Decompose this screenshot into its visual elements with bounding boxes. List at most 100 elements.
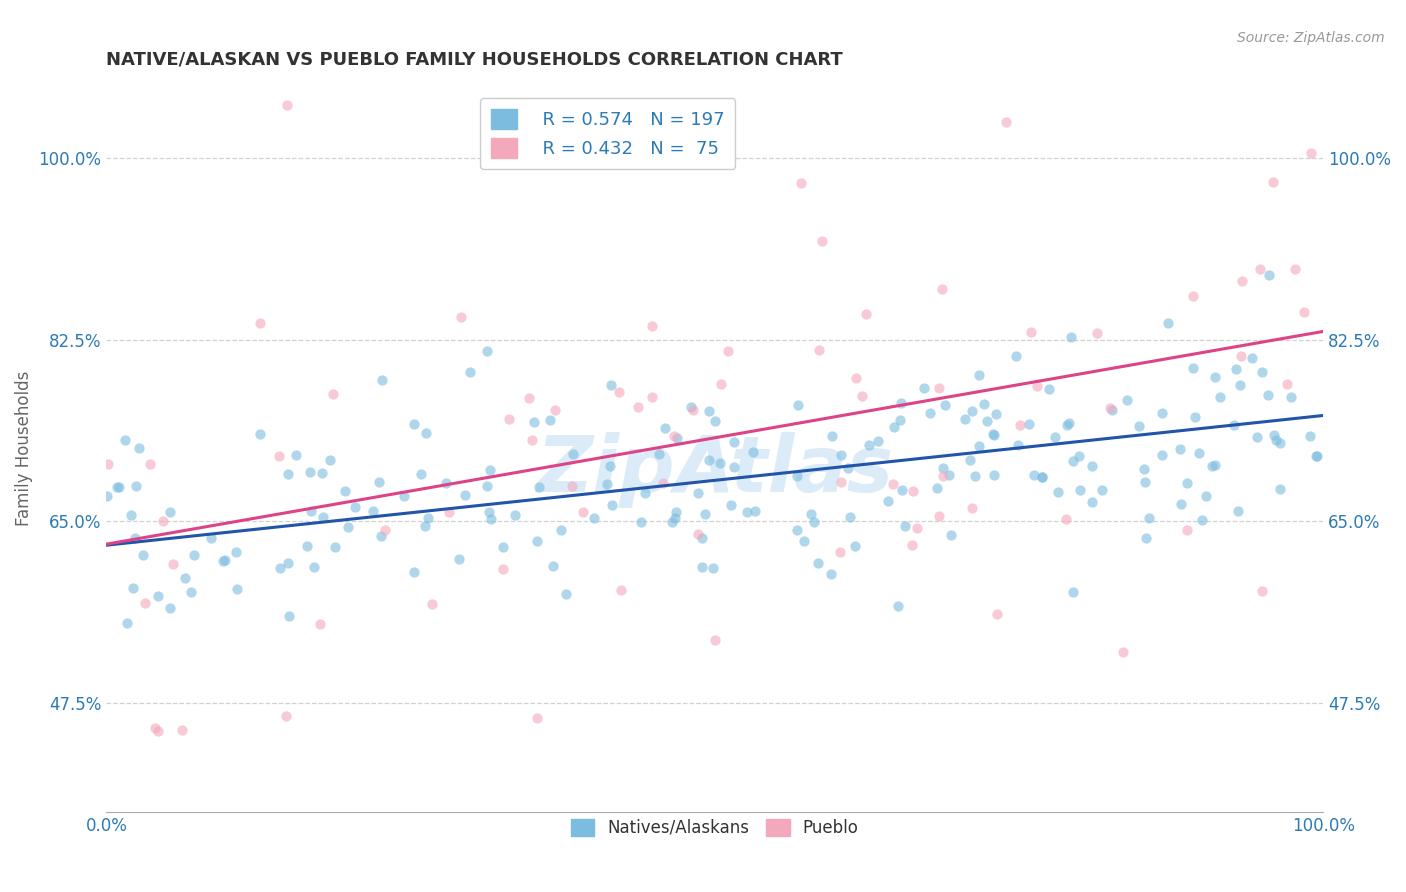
Point — [411, 467, 433, 481]
Point — [654, 421, 676, 435]
Point — [120, 508, 142, 523]
Point — [820, 566, 842, 581]
Point — [285, 448, 308, 462]
Point — [723, 435, 745, 450]
Point — [562, 447, 585, 461]
Point — [402, 417, 425, 431]
Point — [855, 307, 877, 321]
Legend: Natives/Alaskans, Pueblo: Natives/Alaskans, Pueblo — [564, 812, 865, 844]
Point — [214, 553, 236, 567]
Point — [889, 413, 911, 427]
Point — [1170, 442, 1192, 456]
Point — [1133, 475, 1156, 489]
Point — [808, 343, 831, 357]
Point — [491, 541, 513, 555]
Point — [1116, 393, 1139, 408]
Point — [1135, 531, 1157, 545]
Point — [890, 483, 912, 497]
Point — [1191, 513, 1213, 527]
Point — [1085, 326, 1108, 340]
Point — [1080, 458, 1102, 473]
Point — [115, 615, 138, 630]
Point — [697, 453, 720, 467]
Point — [554, 587, 576, 601]
Point — [882, 476, 904, 491]
Point — [716, 344, 738, 359]
Point — [697, 403, 720, 417]
Text: Source: ZipAtlas.com: Source: ZipAtlas.com — [1237, 31, 1385, 45]
Point — [830, 475, 852, 490]
Point — [965, 469, 987, 483]
Point — [890, 395, 912, 409]
Point — [702, 561, 724, 575]
Point — [146, 724, 169, 739]
Point — [866, 434, 889, 448]
Point — [1177, 475, 1199, 490]
Point — [299, 504, 322, 518]
Point — [479, 512, 502, 526]
Point — [1137, 511, 1160, 525]
Point — [1069, 450, 1091, 464]
Point — [304, 560, 326, 574]
Point — [458, 365, 481, 379]
Point — [901, 483, 924, 498]
Point — [648, 447, 671, 461]
Text: NATIVE/ALASKAN VS PUEBLO FAMILY HOUSEHOLDS CORRELATION CHART: NATIVE/ALASKAN VS PUEBLO FAMILY HOUSEHOL… — [107, 51, 844, 69]
Point — [319, 452, 342, 467]
Point — [830, 448, 852, 462]
Point — [159, 505, 181, 519]
Point — [666, 431, 689, 445]
Point — [838, 510, 860, 524]
Point — [652, 476, 675, 491]
Point — [1299, 428, 1322, 442]
Point — [887, 599, 910, 613]
Point — [925, 481, 948, 495]
Point — [686, 485, 709, 500]
Point — [690, 559, 713, 574]
Point — [159, 601, 181, 615]
Point — [790, 176, 813, 190]
Point — [1301, 146, 1323, 161]
Point — [550, 523, 572, 537]
Text: ZipAtlas: ZipAtlas — [536, 433, 893, 508]
Point — [960, 403, 983, 417]
Point — [803, 516, 825, 530]
Point — [1240, 351, 1263, 366]
Point — [114, 433, 136, 447]
Point — [704, 414, 727, 428]
Point — [679, 400, 702, 414]
Point — [994, 114, 1017, 128]
Point — [1182, 361, 1205, 376]
Point — [928, 381, 950, 395]
Point — [125, 479, 148, 493]
Point — [932, 461, 955, 475]
Point — [959, 453, 981, 467]
Point — [1031, 470, 1053, 484]
Point — [1232, 274, 1254, 288]
Point — [1188, 445, 1211, 459]
Point — [735, 505, 758, 519]
Point — [931, 282, 953, 296]
Point — [1156, 316, 1178, 330]
Point — [1060, 330, 1083, 344]
Point — [967, 440, 990, 454]
Point — [1292, 304, 1315, 318]
Point — [1091, 483, 1114, 497]
Point — [1268, 435, 1291, 450]
Point — [720, 498, 742, 512]
Point — [883, 420, 905, 434]
Point — [1277, 376, 1299, 391]
Point — [278, 609, 301, 624]
Point — [821, 429, 844, 443]
Point — [1031, 470, 1053, 484]
Point — [828, 545, 851, 559]
Point — [960, 501, 983, 516]
Point — [1279, 390, 1302, 404]
Point — [1152, 406, 1174, 420]
Point — [710, 377, 733, 392]
Point — [901, 538, 924, 552]
Point — [526, 533, 548, 548]
Point — [1204, 370, 1226, 384]
Point — [1101, 403, 1123, 417]
Point — [311, 466, 333, 480]
